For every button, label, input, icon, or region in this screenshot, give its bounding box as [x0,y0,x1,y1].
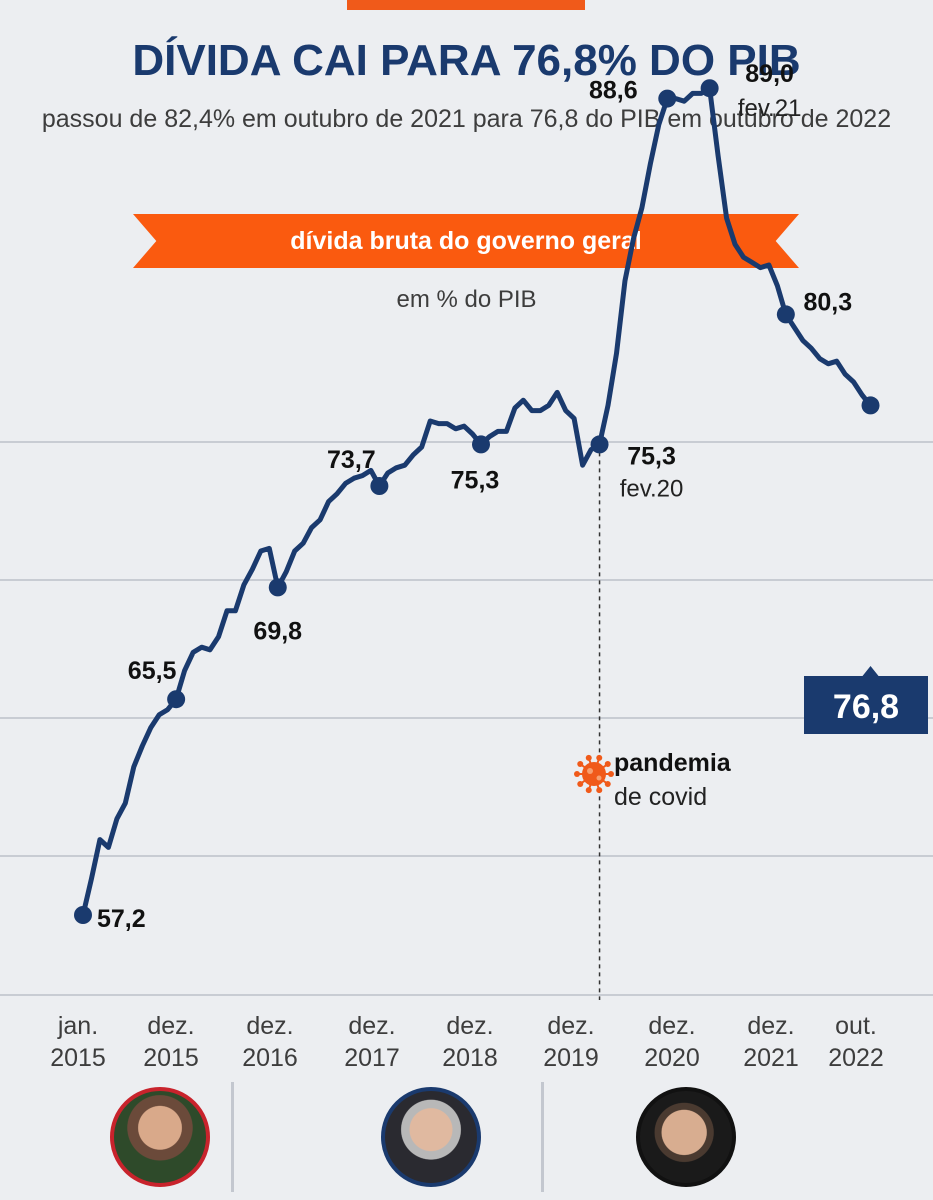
top-accent-bar [347,0,585,10]
series-line [80,85,873,918]
period-separator [231,1082,234,1192]
data-point-marker [861,396,880,415]
data-markers [74,79,880,924]
data-point-marker [370,477,389,495]
data-label: 75,3 [627,442,676,470]
annotation-sublabel: de covid [614,783,707,811]
data-label: 73,7 [327,446,376,474]
data-label-highlight: 76,8 [833,688,899,726]
x-tick-label: dez. 2015 [143,1012,199,1072]
data-point-marker [74,906,92,924]
covid-annotation: pandemia de covid [574,749,732,811]
x-tick-label: jan. 2015 [50,1012,106,1072]
data-label: 57,2 [97,905,146,933]
data-sublabel: fev.21 [738,95,802,122]
unit-label: em % do PIB [396,286,537,313]
page-title: DÍVIDA CAI PARA 76,8% DO PIB [132,36,801,85]
temer-portrait-avatar [381,1087,481,1187]
x-tick-label: dez. 2021 [743,1012,799,1072]
data-point-marker [471,435,490,454]
data-point-marker [776,305,795,324]
debt-line-chart: 57,2 65,5 69,8 73,7 75,3 75,3 fev.20 88,6 89,0 fe… [0,60,933,1072]
x-tick-label: dez. 2019 [543,1012,599,1072]
virus-icon [574,754,614,794]
period-separator [541,1082,544,1192]
x-tick-label: dez. 2016 [242,1012,298,1072]
data-label: 69,8 [253,617,302,645]
x-tick-label: dez. 2017 [344,1012,400,1072]
data-label: 75,3 [451,466,500,494]
x-tick-label: dez. 2018 [442,1012,498,1072]
dilma-portrait-avatar [110,1087,210,1187]
highlight-value-box [804,666,928,734]
x-axis-ticks: jan. 2015 dez. 2015 dez. 2016 dez. 2017 dez. 2018… [50,1012,884,1072]
page-subtitle: passou de 82,4% em outubro de 2021 para … [41,105,892,133]
bolsonaro-portrait-avatar [636,1087,736,1187]
data-label: 80,3 [804,288,853,316]
data-label: 65,5 [128,657,177,685]
annotation-label: pandemia [614,749,732,777]
data-labels: 57,2 65,5 69,8 73,7 75,3 75,3 fev.20 88,6 89,0 fe… [97,60,928,933]
data-point-marker [167,690,186,709]
data-point-marker [700,79,719,98]
data-label: 88,6 [589,77,638,105]
data-point-marker [268,578,287,597]
data-sublabel: fev.20 [620,475,684,502]
data-point-marker [590,435,609,454]
data-label: 89,0 [745,60,794,88]
x-tick-label: dez. 2020 [644,1012,700,1072]
x-tick-label: out. 2022 [828,1012,884,1072]
data-point-marker [658,89,677,108]
chart-ribbon-title: dívida bruta do governo geral [133,214,799,268]
